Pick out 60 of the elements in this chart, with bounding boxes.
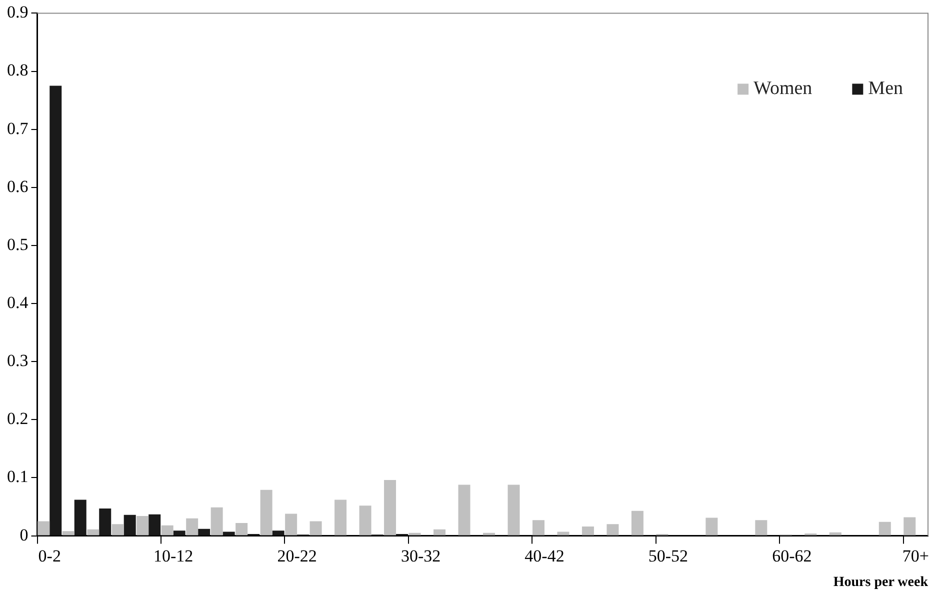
y-tick-label: 0.5 xyxy=(7,234,28,254)
bar xyxy=(148,514,161,536)
bar xyxy=(706,518,718,536)
x-tick-label: 50-52 xyxy=(648,546,688,566)
bar xyxy=(112,524,124,536)
bar xyxy=(878,522,891,536)
bar xyxy=(557,532,570,536)
x-tick-label: 70+ xyxy=(902,546,929,566)
bar xyxy=(508,484,520,536)
bar xyxy=(50,86,62,536)
bar xyxy=(62,531,74,536)
bar xyxy=(161,525,174,536)
bar xyxy=(74,500,86,536)
bar xyxy=(260,490,272,536)
legend-label: Men xyxy=(868,78,904,100)
y-tick-label: 0.9 xyxy=(7,2,28,22)
x-tick-label: 30-32 xyxy=(400,546,441,566)
bar xyxy=(384,480,396,536)
x-tick-label: 20-22 xyxy=(277,546,317,566)
y-tick-label: 0.3 xyxy=(7,351,28,370)
bar xyxy=(434,529,446,536)
x-axis-title: Hours per week xyxy=(833,575,928,590)
bar xyxy=(829,532,842,536)
bar xyxy=(334,500,347,536)
y-tick-label: 0.6 xyxy=(7,176,28,196)
legend-label: Women xyxy=(754,78,813,100)
bar xyxy=(359,506,372,536)
x-tick-label: 60-62 xyxy=(772,546,812,566)
bar xyxy=(222,532,235,536)
y-tick-label: 0.1 xyxy=(7,467,28,486)
y-tick-label: 0.7 xyxy=(7,118,29,138)
y-tick-label: 0.8 xyxy=(7,60,28,80)
bar xyxy=(136,516,149,536)
bar xyxy=(606,524,619,536)
bar xyxy=(272,530,284,536)
bar xyxy=(631,510,644,536)
bar xyxy=(87,529,100,536)
bar xyxy=(755,520,768,536)
bar xyxy=(99,508,112,536)
bar xyxy=(532,520,544,536)
bar xyxy=(210,507,223,536)
x-tick-label: 10-12 xyxy=(154,546,194,566)
bar xyxy=(458,484,470,536)
bar xyxy=(285,514,298,536)
bar xyxy=(236,523,248,536)
y-tick-label: 0.2 xyxy=(7,409,28,428)
y-tick-label: 0 xyxy=(20,525,28,544)
bar xyxy=(408,532,421,536)
x-tick-label: 0-2 xyxy=(38,546,61,566)
bar xyxy=(124,514,136,536)
bar xyxy=(482,532,495,536)
bar xyxy=(198,528,210,536)
bar xyxy=(582,526,594,536)
bar xyxy=(173,530,186,536)
bar xyxy=(310,521,322,536)
bar xyxy=(186,518,198,536)
y-tick-label: 0.4 xyxy=(7,293,29,312)
bar xyxy=(904,517,916,536)
x-tick-label: 40-42 xyxy=(524,546,564,566)
bar xyxy=(38,521,50,536)
